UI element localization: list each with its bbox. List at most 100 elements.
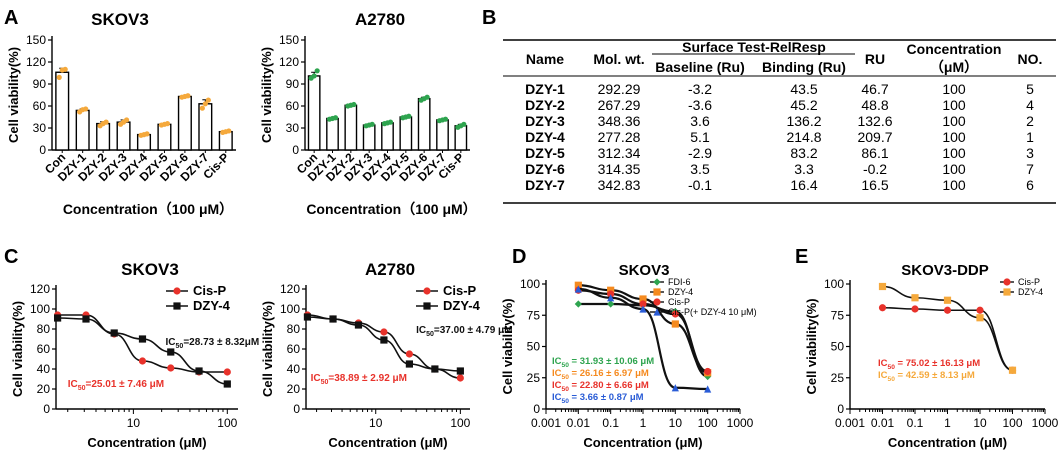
bar	[399, 116, 413, 151]
data-point	[167, 364, 175, 372]
y-tick-label: 40	[287, 362, 301, 376]
ic50-subscript: 50	[888, 364, 896, 371]
data-point	[405, 350, 414, 358]
table-cell: 5.1	[690, 129, 710, 145]
data-point	[911, 305, 919, 313]
x-tick-label: 1000	[727, 416, 754, 430]
data-point	[704, 367, 712, 376]
x-tick-label: 10	[669, 416, 683, 430]
chart-title: SKOV3	[619, 262, 670, 279]
table-cell: -3.2	[688, 81, 712, 97]
chart-e: SKOV3-DDP 0 25 50 75 100 Cell viability(%) 0.00…	[804, 262, 1059, 450]
legend-marker	[423, 287, 431, 295]
ic50-prefix: IC	[552, 380, 562, 391]
x-tick-label: 100	[698, 416, 718, 430]
data-point	[976, 306, 984, 314]
panel-label-c: C	[4, 246, 18, 268]
x-axis-label: Concentration (μM)	[888, 435, 1007, 450]
ic50-prefix: IC	[878, 358, 888, 369]
y-tick-label: 100	[824, 277, 844, 291]
data-point	[123, 117, 130, 123]
surface-test-table: Name Mol. wt. Surface Test-RelResp Basel…	[503, 39, 1056, 204]
table-cell: 100	[942, 145, 966, 161]
y-axis-label: Cell viability(%)	[500, 298, 515, 394]
bar	[417, 97, 431, 151]
table-cell: 7	[1026, 161, 1034, 177]
data-point	[607, 294, 615, 302]
x-tick-label: 0.1	[602, 416, 619, 430]
data-point	[878, 282, 887, 291]
y-axis-label: Cell viability(%)	[259, 47, 274, 143]
y-tick-label: 25	[527, 371, 541, 385]
data-point	[223, 368, 231, 376]
bar	[157, 123, 172, 151]
y-axis-label: Cell viability(%)	[6, 47, 21, 143]
bar	[381, 122, 394, 151]
table-cell: 314.35	[598, 161, 641, 177]
x-axis-label: Concentration (μM)	[87, 435, 206, 450]
legend-marker	[1003, 288, 1011, 296]
table-row-name: DZY-5	[525, 145, 565, 161]
data-point	[144, 131, 150, 137]
x-axis-label: Concentration (μM)	[328, 435, 447, 450]
data-point	[607, 290, 615, 298]
header-concentration: Concentration	[907, 41, 1002, 57]
data-point	[387, 119, 394, 125]
table-cell: 136.2	[786, 113, 821, 129]
y-tick-label: 80	[287, 322, 301, 336]
table-cell: 6	[1026, 177, 1034, 193]
data-point	[456, 367, 464, 375]
data-point	[639, 305, 647, 313]
ic50-subscript: 50	[176, 343, 184, 350]
ic50-subscript: 50	[562, 374, 570, 381]
x-tick-label: 1	[640, 416, 647, 430]
data-point	[226, 128, 232, 134]
ic50-annotation: IC50=38.89 ± 2.92 μM	[311, 373, 407, 386]
legend-label: Cis-P	[668, 297, 690, 307]
ic50-prefix: IC	[552, 356, 562, 367]
y-tick-label: 30	[33, 121, 47, 135]
panel-label-e: E	[795, 246, 808, 268]
legend-label: DZY-4	[443, 298, 481, 313]
ic50-prefix: IC	[552, 368, 562, 379]
ic50-subscript: 50	[888, 376, 896, 383]
header-binding: Binding (Ru)	[762, 59, 846, 75]
legend-label: Cis-P	[1018, 277, 1040, 287]
data-point	[110, 329, 118, 337]
table-cell: 4	[1026, 97, 1034, 113]
data-point	[431, 365, 439, 373]
chart-title: A2780	[355, 10, 405, 29]
data-point	[461, 121, 467, 127]
data-point	[351, 101, 357, 108]
ic50-prefix: IC	[878, 370, 888, 381]
x-tick-label: 100	[1002, 416, 1022, 430]
legend-marker	[173, 302, 181, 310]
table-cell: 100	[942, 129, 966, 145]
data-point	[332, 115, 339, 121]
data-point	[607, 300, 615, 308]
table-cell: -0.1	[688, 177, 712, 193]
y-tick-label: 80	[37, 322, 51, 336]
x-tick-label: 0.01	[567, 416, 591, 430]
table-cell: 100	[942, 177, 966, 193]
legend-marker	[653, 288, 661, 296]
table-cell: 3.5	[690, 161, 710, 177]
x-tick-label: 0.01	[871, 416, 895, 430]
legend-label: FDI-6	[668, 277, 691, 287]
y-tick-label: 120	[30, 282, 50, 296]
panel-label-d: D	[512, 246, 526, 268]
x-axis-label: Concentration（100 μM）	[63, 201, 233, 217]
data-point	[639, 295, 647, 303]
ic50-value: = 75.02 ± 16.13 μM	[895, 358, 980, 369]
chart-c1: SKOV3 0 20 40 60 80 100 120 Cell viability(%) 10 1…	[10, 260, 259, 450]
ic50-prefix: IC	[552, 392, 562, 403]
data-point	[53, 314, 62, 322]
legend-label: Cis-P	[193, 283, 227, 298]
data-point	[82, 315, 90, 323]
legend-label: DZY-4	[668, 287, 693, 297]
data-point	[311, 73, 317, 79]
chart-d: SKOV3 0 25 50 75 100 Cell viability(%) 0.001 0.0…	[500, 262, 757, 450]
legend-marker	[653, 298, 661, 306]
